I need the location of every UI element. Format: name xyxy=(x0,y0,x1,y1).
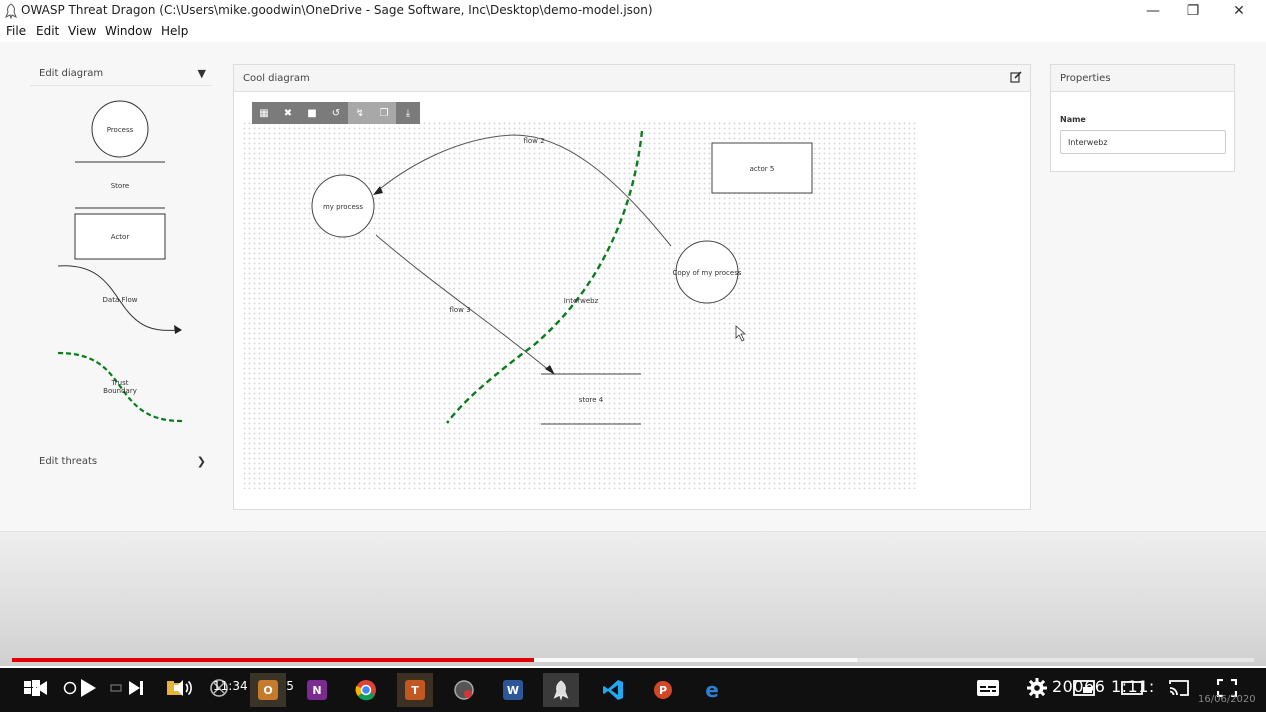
my-process-label: my process xyxy=(323,203,363,211)
palette-store[interactable]: Store xyxy=(75,162,165,208)
palette-data-flow[interactable]: Data Flow xyxy=(58,266,182,334)
edit-threats-label: Edit threats xyxy=(39,456,97,467)
properties-header: Properties xyxy=(1051,65,1234,92)
diagram-panel: Cool diagram ▦ ✖ ■ ↺ ↯ ❐ ⤓ Interwebz flo… xyxy=(233,64,1031,510)
name-label: Name xyxy=(1060,115,1086,124)
taskbar-app-outlook[interactable]: O xyxy=(250,673,286,707)
menu-help[interactable]: Help xyxy=(161,24,188,38)
date-overlay: 16/06/2020 xyxy=(1198,694,1256,705)
taskbar-app-chrome[interactable] xyxy=(348,673,384,707)
taskbar-app-edge[interactable]: e xyxy=(694,673,730,707)
title-bar: OWASP Threat Dragon (C:\Users\mike.goodw… xyxy=(0,0,1266,22)
subtitles-icon[interactable] xyxy=(975,668,1001,708)
palette-shapes: Process Store Actor Data Flow Trust Boun… xyxy=(30,88,212,428)
flow-2-label: flow 2 xyxy=(523,137,544,145)
chevron-right-icon: ❯ xyxy=(197,455,206,468)
powerpoint-icon: P xyxy=(652,679,674,701)
previous-icon[interactable] xyxy=(30,668,50,708)
cast-icon[interactable] xyxy=(1166,668,1192,708)
svg-text:e: e xyxy=(705,679,719,701)
threat-dragon-icon xyxy=(4,3,18,19)
skype-icon xyxy=(453,679,475,701)
chevron-down-icon: ▼ xyxy=(198,67,206,80)
video-progress-bar[interactable] xyxy=(12,658,1254,662)
onenote-icon: N xyxy=(307,680,327,700)
taskbar-app-onenote[interactable]: N xyxy=(299,673,335,707)
data-flow-flow-3[interactable] xyxy=(376,235,550,371)
menu-view[interactable]: View xyxy=(68,24,96,38)
palette-boundary-label-1: Trust xyxy=(111,379,129,387)
actor-5-label: actor 5 xyxy=(750,165,775,173)
palette-process[interactable]: Process xyxy=(92,101,148,157)
palette-actor[interactable]: Actor xyxy=(75,214,165,259)
next-icon[interactable] xyxy=(126,668,146,708)
taskbar-app-teams[interactable]: T xyxy=(397,673,433,707)
edit-threats-header[interactable]: Edit threats ❯ xyxy=(30,450,212,474)
player-controls-bar: 11:34 / 27:45 O N T W xyxy=(0,668,1266,712)
task-view-icon[interactable] xyxy=(108,668,124,708)
taskbar-app-vscode[interactable] xyxy=(595,673,631,707)
actor-actor-5[interactable]: actor 5 xyxy=(712,143,812,193)
menu-file[interactable]: File xyxy=(6,24,26,38)
process-copy-of-my-process[interactable]: Copy of my process xyxy=(672,241,741,303)
app-area: Edit diagram ▼ Process Store Actor Data … xyxy=(0,42,1266,532)
miniplayer-icon[interactable] xyxy=(1072,668,1096,708)
restore-button[interactable]: ❐ xyxy=(1170,0,1216,22)
settings-gear-icon[interactable] xyxy=(1024,668,1050,708)
chrome-icon xyxy=(355,679,377,701)
word-icon: W xyxy=(503,680,523,700)
copy-process-label: Copy of my process xyxy=(672,269,741,277)
trust-boundary-label: Interwebz xyxy=(564,297,599,305)
palette-actor-label: Actor xyxy=(111,233,130,241)
edit-diagram-header[interactable]: Edit diagram ▼ xyxy=(30,62,212,86)
close-button[interactable]: ✕ xyxy=(1216,0,1262,22)
store-store-4[interactable]: store 4 xyxy=(541,374,641,424)
palette-trust-boundary[interactable]: Trust Boundary xyxy=(58,353,182,421)
flow-3-label: flow 3 xyxy=(449,306,470,314)
properties-title: Properties xyxy=(1060,73,1111,84)
diagram-drawing: Interwebz flow 2 flow 3 my process Copy … xyxy=(234,65,1030,509)
taskbar-app-powerpoint[interactable]: P xyxy=(645,673,681,707)
taskbar-app-threat-dragon[interactable] xyxy=(543,673,579,707)
threat-dragon-taskbar-icon xyxy=(552,679,570,701)
vscode-icon xyxy=(602,679,624,701)
data-flow-flow-2[interactable] xyxy=(376,135,671,246)
play-icon[interactable] xyxy=(76,668,100,708)
trust-boundary-interwebz[interactable] xyxy=(447,131,642,423)
theater-mode-icon[interactable] xyxy=(1120,668,1144,708)
menu-edit[interactable]: Edit xyxy=(36,24,59,38)
name-input[interactable] xyxy=(1060,130,1226,154)
mouse-cursor-icon xyxy=(736,326,745,341)
palette-boundary-label-2: Boundary xyxy=(103,387,137,395)
volume-icon[interactable] xyxy=(172,668,194,708)
process-my-process[interactable]: my process xyxy=(312,175,374,237)
palette-process-label: Process xyxy=(107,126,134,134)
edge-icon: e xyxy=(701,679,723,701)
teams-icon: T xyxy=(405,680,425,700)
svg-text:P: P xyxy=(659,684,667,697)
edit-diagram-label: Edit diagram xyxy=(39,68,103,79)
menu-bar: File Edit View Window Help xyxy=(0,22,1266,42)
outlook-icon: O xyxy=(258,680,278,700)
menu-window[interactable]: Window xyxy=(105,24,152,38)
window-title: OWASP Threat Dragon (C:\Users\mike.goodw… xyxy=(21,3,653,17)
taskbar-app-word[interactable]: W xyxy=(495,673,531,707)
palette-store-label: Store xyxy=(111,182,130,190)
store-4-label: store 4 xyxy=(579,396,604,404)
shape-palette: Edit diagram ▼ Process Store Actor Data … xyxy=(30,62,212,482)
properties-panel: Properties Name xyxy=(1050,64,1235,172)
taskbar-app-sfb[interactable] xyxy=(446,673,482,707)
progress-played xyxy=(12,658,534,662)
palette-data-flow-label: Data Flow xyxy=(103,296,138,304)
video-overlay-gradient xyxy=(0,532,1266,666)
